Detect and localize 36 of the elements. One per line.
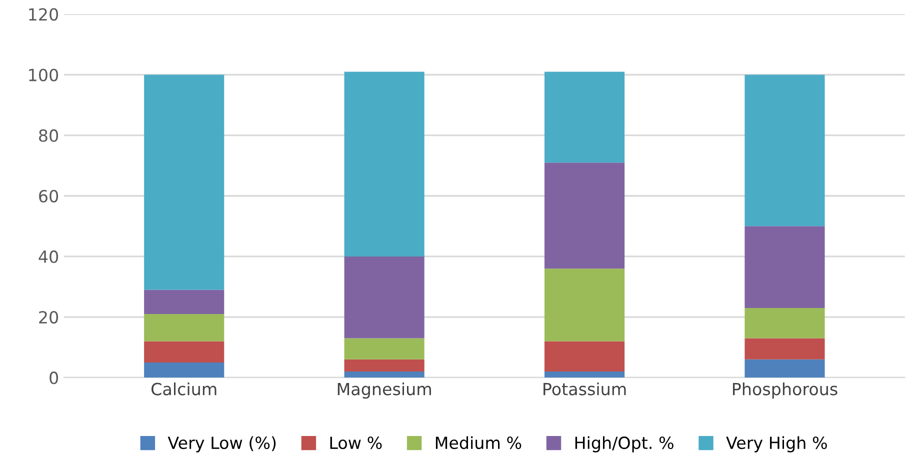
x-tick-label: Potassium [544,382,626,396]
bar [144,362,224,378]
bar [544,268,625,342]
bar [744,74,825,226]
legend-label: Very High % [726,436,827,452]
y-tick-label: 60 [39,190,58,202]
x-tick-label: Magnesium [338,382,431,399]
bar [544,162,625,269]
bar [344,372,424,378]
legend-label: Low % [330,436,382,450]
bar [744,226,825,308]
y-tick-label: 0 [50,372,58,384]
bar [744,308,825,338]
y-tick-label: 100 [29,68,58,82]
legend-label: High/Opt. % [575,436,674,452]
x-tick-label: Calcium [152,382,216,396]
y-tick-label: 40 [38,250,58,264]
bar [544,72,625,163]
y-tick-label: 20 [39,310,58,324]
legend-label: Very Low (%) [168,436,276,452]
bar [344,72,424,256]
bar [144,290,224,314]
y-tick-label: 80 [39,129,58,142]
bar [544,372,625,378]
bar [344,359,424,372]
bar [544,341,625,372]
x-tick-label: Phosphorous [732,382,838,399]
bar [144,314,224,342]
y-tick-label: 120 [29,8,58,21]
bar [744,359,825,378]
bar [144,74,224,290]
bar [744,338,825,360]
bar [144,341,224,362]
legend-label: Medium % [436,436,522,450]
bar [344,256,424,338]
bar [344,338,424,360]
